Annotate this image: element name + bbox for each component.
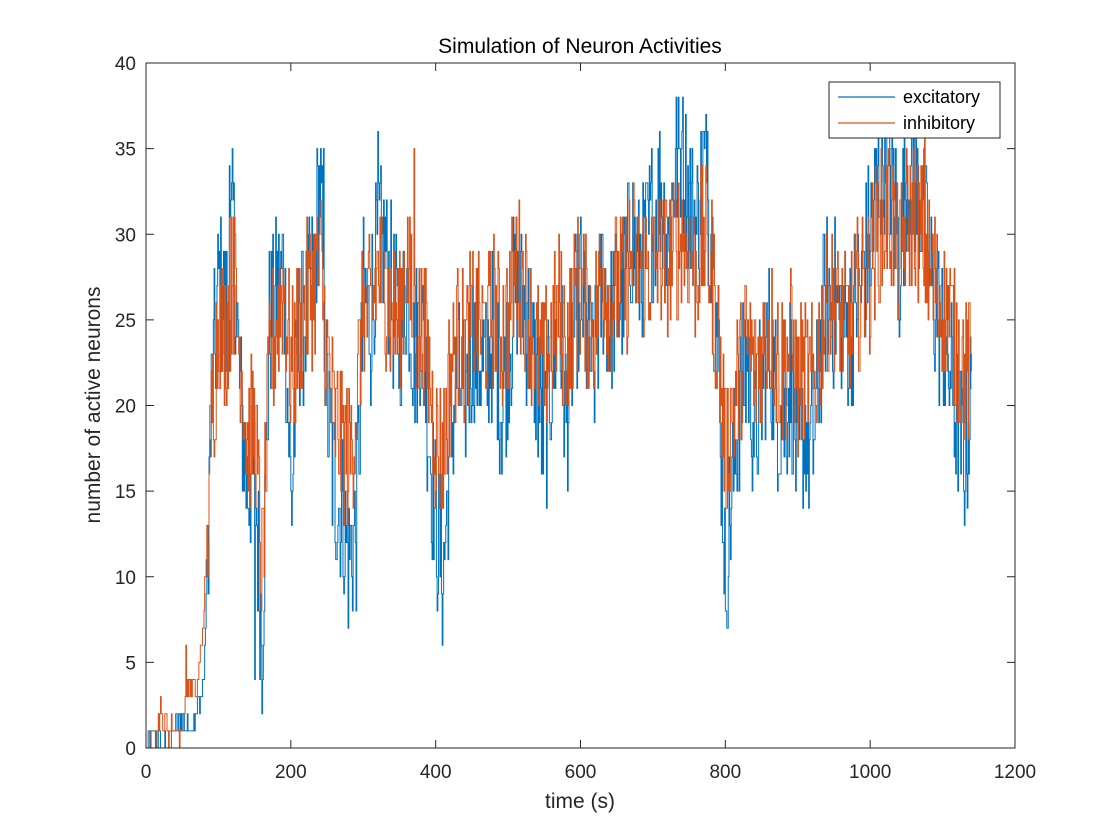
y-axis-label: number of active neurons	[82, 287, 105, 524]
y-tick-label: 10	[115, 568, 136, 589]
y-tick-label: 30	[115, 225, 136, 246]
legend-label-inhibitory: inhibitory	[903, 113, 975, 133]
y-tick-label: 40	[115, 54, 136, 75]
legend: excitatory inhibitory	[828, 81, 1001, 139]
y-tick-label: 25	[115, 311, 136, 332]
x-tick-label: 1000	[849, 762, 891, 783]
x-tick-label: 600	[565, 762, 597, 783]
y-tick-label: 15	[115, 482, 136, 503]
ticks-layer: 0 200 400 600 800 1000 1200 0 5 10 15 20 25 30 35 40	[115, 54, 1036, 783]
y-tick-label: 35	[115, 140, 136, 161]
series-layer	[146, 96, 973, 749]
x-tick-label: 400	[420, 762, 452, 783]
y-tick-label: 5	[125, 653, 136, 674]
chart-title: Simulation of Neuron Activities	[438, 35, 722, 58]
x-tick-label: 800	[709, 762, 741, 783]
x-tick-label: 1200	[994, 762, 1036, 783]
legend-box	[828, 81, 1001, 139]
x-tick-label: 200	[275, 762, 307, 783]
x-tick-label: 0	[141, 762, 152, 783]
x-axis-label: time (s)	[545, 790, 615, 813]
y-tick-label: 0	[125, 739, 136, 760]
series-line-inhibitory	[146, 113, 973, 749]
y-tick-label: 20	[115, 397, 136, 418]
legend-label-excitatory: excitatory	[903, 87, 980, 107]
